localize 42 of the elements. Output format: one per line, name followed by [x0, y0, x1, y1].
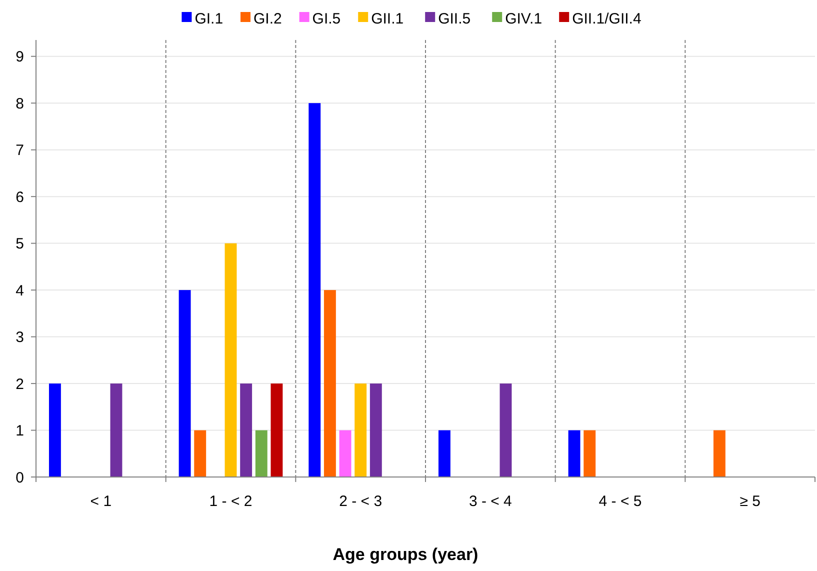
- bar: [438, 430, 450, 477]
- bar: [255, 430, 268, 477]
- y-tick-label: 3: [16, 329, 24, 346]
- x-tick-label: < 1: [90, 493, 112, 510]
- bar: [568, 430, 580, 477]
- legend-label: GIV.1: [505, 10, 542, 28]
- legend-label: GI.1: [194, 10, 224, 28]
- legend-label: GII.1: [371, 10, 404, 28]
- bar: [48, 384, 61, 477]
- x-tick-label: 4 - < 5: [598, 493, 642, 510]
- bar: [354, 384, 367, 477]
- legend-label: GI.2: [254, 10, 282, 28]
- y-tick-label: 8: [16, 95, 24, 112]
- bar: [194, 430, 206, 477]
- x-tick-label: 3 - < 4: [468, 493, 512, 510]
- y-tick-label: 5: [16, 236, 24, 253]
- bar: [339, 430, 352, 477]
- x-axis-title: Age groups (year): [332, 545, 478, 564]
- bar: [110, 384, 122, 477]
- y-tick-label: 7: [16, 142, 24, 160]
- x-tick-label: 2 - < 3: [339, 493, 382, 510]
- bar: [240, 384, 252, 477]
- bar: [324, 290, 336, 477]
- y-tick-label: 9: [16, 48, 24, 66]
- bar: [370, 384, 382, 477]
- y-tick-label: 6: [16, 188, 24, 206]
- bar: [308, 103, 321, 477]
- x-tick-label: 1 - < 2: [209, 493, 252, 510]
- bar: [584, 430, 596, 477]
- bar: [713, 430, 726, 477]
- x-tick-label: ≥ 5: [740, 493, 760, 510]
- bar: [270, 384, 283, 477]
- legend-label: GII.1/GII.4: [572, 10, 642, 28]
- y-tick-label: 0: [16, 469, 24, 486]
- legend-label: GI.5: [312, 10, 341, 28]
- y-tick-label: 4: [16, 282, 24, 300]
- y-tick-label: 1: [16, 422, 24, 440]
- y-tick-label: 2: [16, 376, 24, 393]
- legend-label: GII.5: [438, 10, 471, 28]
- bar: [178, 290, 191, 477]
- bar: [500, 384, 512, 477]
- bar: [224, 243, 237, 477]
